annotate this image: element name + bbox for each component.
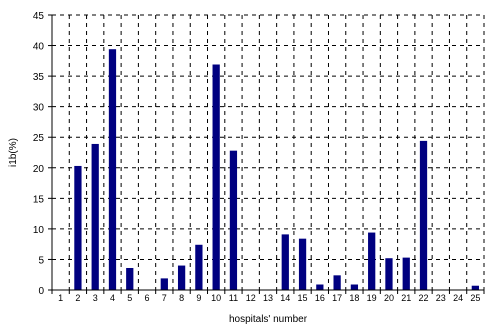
bar-hospital-4 [108, 49, 117, 290]
bar-hospital-20 [385, 258, 393, 290]
y-tick-label: 0 [38, 286, 44, 297]
bar-hospital-5 [126, 268, 134, 290]
bar-hospital-2 [74, 165, 82, 290]
bar-hospital-16 [316, 284, 324, 290]
x-tick-label: 5 [127, 293, 132, 303]
x-tick-label: 15 [298, 293, 308, 303]
x-tick-label: 2 [75, 293, 80, 303]
bar-hospital-18 [350, 284, 359, 290]
bar-hospital-9 [195, 244, 203, 290]
x-tick-label: 17 [332, 293, 342, 303]
bar-hospital-22 [419, 140, 428, 290]
x-tick-label: 10 [211, 293, 221, 303]
bar-hospital-21 [402, 257, 410, 290]
bar-hospital-17 [333, 275, 341, 290]
x-tick-label: 20 [384, 293, 394, 303]
x-tick-label: 23 [436, 293, 446, 303]
y-tick-label: 40 [33, 42, 45, 53]
x-tick-label: 6 [145, 293, 150, 303]
bar-hospital-11 [229, 150, 238, 290]
x-tick-label: 16 [315, 293, 325, 303]
y-tick-labels: 0 5 10 15 20 25 30 35 40 45 [33, 11, 45, 297]
x-tick-label: 24 [453, 293, 463, 303]
x-tick-label: 3 [93, 293, 98, 303]
bar-hospital-14 [281, 234, 289, 290]
bar-hospital-8 [177, 265, 186, 290]
bar-hospital-25 [471, 285, 479, 290]
y-tick-label: 15 [33, 194, 45, 205]
y-axis-label: i1b(%) [8, 138, 19, 167]
y-tick-label: 25 [33, 133, 45, 144]
bar-hospital-10 [212, 64, 220, 290]
x-tick-label: 22 [419, 293, 429, 303]
x-tick-label: 19 [367, 293, 377, 303]
bar-hospital-15 [298, 238, 307, 290]
bars [74, 49, 479, 290]
x-tick-label: 1 [58, 293, 63, 303]
x-tick-label: 11 [229, 293, 238, 303]
y-tick-label: 35 [33, 72, 45, 83]
x-axis-label: hospitals' number [229, 314, 308, 325]
x-tick-label: 8 [179, 293, 184, 303]
x-tick-labels: 1 2 3 4 5 6 7 8 9 10 11 12 13 14 15 16 17 18 19 20 21 22 23 24 2… [58, 293, 480, 303]
y-tick-label: 5 [38, 255, 44, 266]
bar-hospital-19 [368, 232, 376, 290]
x-tick-label: 14 [280, 293, 290, 303]
axes [48, 14, 485, 294]
x-tick-label: 18 [349, 293, 359, 303]
x-tick-label: 25 [470, 293, 480, 303]
y-tick-label: 10 [33, 225, 45, 236]
grid-lines [52, 14, 484, 290]
x-tick-label: 21 [401, 293, 411, 303]
x-tick-label: 13 [263, 293, 273, 303]
y-tick-label: 20 [33, 164, 45, 175]
bar-hospital-3 [91, 143, 99, 290]
bar-hospital-7 [160, 278, 168, 290]
x-tick-label: 4 [110, 293, 115, 303]
x-tick-label: 7 [162, 293, 167, 303]
y-tick-label: 45 [33, 11, 45, 22]
x-tick-label: 12 [246, 293, 256, 303]
y-tick-label: 30 [33, 103, 45, 114]
x-tick-label: 9 [196, 293, 201, 303]
